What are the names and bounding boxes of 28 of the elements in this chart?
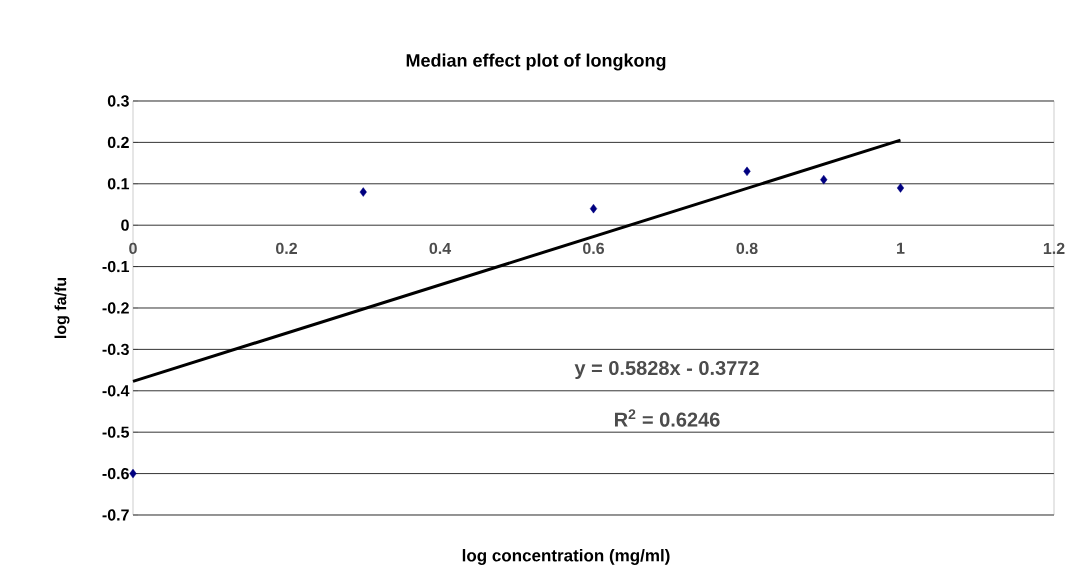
point xyxy=(820,174,828,185)
point xyxy=(359,187,367,197)
y-tick-label: -0.2 xyxy=(102,302,129,314)
point xyxy=(589,203,598,214)
point xyxy=(129,468,137,479)
annotation: R$^{2}$ = 0.6246 xyxy=(614,409,720,427)
y-tick-label: -0.3 xyxy=(102,343,129,356)
y-axis-title: log fa/fu xyxy=(54,277,70,338)
x-axis-title: log concentration (mg/ml) xyxy=(462,549,670,565)
x-tick-label: 1 xyxy=(897,242,905,254)
y-tick-label: -0.1 xyxy=(102,260,130,273)
x-tick-label: 0.2 xyxy=(276,242,297,255)
y-tick-label: -0.5 xyxy=(102,426,130,438)
y-tick-label: -0.6 xyxy=(102,467,129,480)
x-tick-label: 0.6 xyxy=(583,242,605,255)
y-tick-label: -0.4 xyxy=(102,385,130,397)
x-tick-label: 0.8 xyxy=(736,242,758,255)
point xyxy=(896,183,905,193)
y-tick-label: 0.3 xyxy=(107,95,129,107)
y-tick-label: 0.1 xyxy=(107,178,130,190)
annotation: y = 0.5828x - 0.3772 xyxy=(574,360,759,380)
y-tick-label: -0.7 xyxy=(102,509,129,521)
y-tick-label: 0 xyxy=(121,219,129,231)
chart-title: Median effect plot of longkong xyxy=(406,53,666,71)
point xyxy=(743,166,751,177)
x-tick-label: 0.4 xyxy=(429,242,452,255)
y-tick-label: 0.2 xyxy=(107,136,129,149)
x-tick-label: 1.2 xyxy=(1043,242,1065,254)
